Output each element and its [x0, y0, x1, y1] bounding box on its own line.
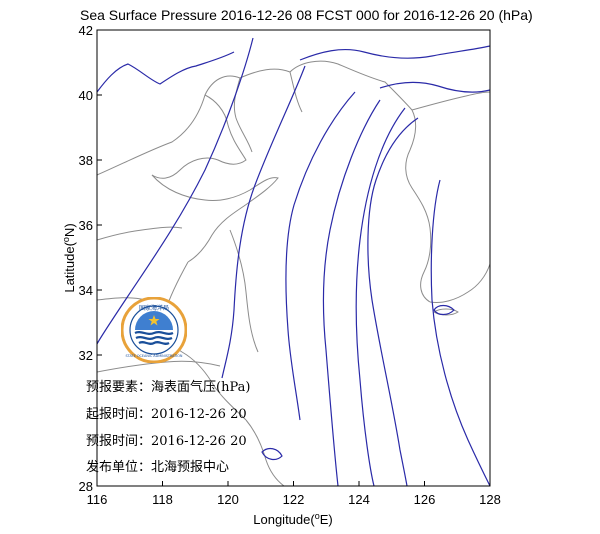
- y-tick-label: 36: [79, 218, 93, 233]
- x-tick-label: 124: [348, 492, 370, 507]
- isobar-layer: [96, 37, 491, 487]
- map-title: Sea Surface Pressure 2016-12-26 08 FCST …: [80, 7, 533, 23]
- province-border-2: [229, 229, 259, 353]
- logo-text-top: 国家海洋局: [139, 304, 169, 312]
- coastline-layer: [96, 60, 491, 487]
- isobar-2: [221, 65, 306, 379]
- isobar-10: [379, 81, 491, 93]
- info-start-time: 起报时间：2016-12-26 20: [86, 407, 247, 422]
- info-element: 预报要素：海表面气压(hPa): [86, 380, 251, 395]
- coastline-korea-east: [411, 91, 491, 111]
- river-yangtze: [96, 360, 221, 373]
- x-tick-label: 126: [414, 492, 436, 507]
- x-tick-label: 128: [479, 492, 501, 507]
- y-tick-label: 32: [79, 348, 93, 363]
- coastline-korea-west: [405, 109, 432, 303]
- isobar-11: [433, 304, 455, 316]
- x-tick-label: 120: [217, 492, 239, 507]
- coastline-shandong: [151, 174, 279, 263]
- x-axis-label: Longitude(oE): [253, 511, 332, 527]
- isobar-8: [96, 51, 235, 93]
- tick-marks: [96, 29, 491, 487]
- logo-star-icon: [148, 315, 160, 326]
- logo-text-ring: STATE OCEANIC ADMINISTRATION: [126, 354, 183, 358]
- soa-logo: 国家海洋局 STATE OCEANIC ADMINISTRATION: [121, 297, 187, 363]
- x-tick-label: 118: [152, 492, 173, 507]
- y-tick-label: 42: [79, 23, 93, 38]
- isobar-9: [299, 45, 491, 61]
- y-tick-label: 28: [79, 479, 93, 494]
- logo-wave-3: [138, 341, 170, 345]
- isobar-5: [355, 107, 406, 487]
- isobar-7: [430, 179, 491, 487]
- y-axis-label: Latitude(oN): [61, 223, 77, 292]
- info-issuer: 发布单位：北海预报中心: [86, 460, 230, 475]
- isobar-12: [261, 447, 283, 461]
- isobar-6: [367, 117, 419, 487]
- isobar-3: [285, 91, 356, 421]
- isobar-1: [96, 37, 254, 345]
- isobar-4: [322, 99, 381, 487]
- coastline-korea-south: [429, 263, 491, 303]
- tick-labels: 116 118 120 122 124 126 128 42 40 38 36 34 32 28: [79, 23, 501, 507]
- coastline-liaodong: [151, 94, 247, 179]
- x-tick-label: 116: [87, 492, 108, 507]
- y-tick-label: 34: [79, 283, 93, 298]
- border-inland: [233, 71, 303, 153]
- river-yellow: [96, 226, 183, 241]
- coastline-jiangsu: [163, 261, 247, 421]
- coastline-zhejiang: [245, 419, 285, 487]
- logo-wave-1: [134, 331, 174, 335]
- logo-wave-2: [135, 336, 173, 340]
- y-tick-label: 38: [79, 153, 93, 168]
- y-tick-label: 40: [79, 88, 93, 103]
- coastline-bohai: [96, 60, 413, 176]
- x-tick-label: 122: [283, 492, 305, 507]
- info-forecast-time: 预报时间：2016-12-26 20: [86, 434, 247, 449]
